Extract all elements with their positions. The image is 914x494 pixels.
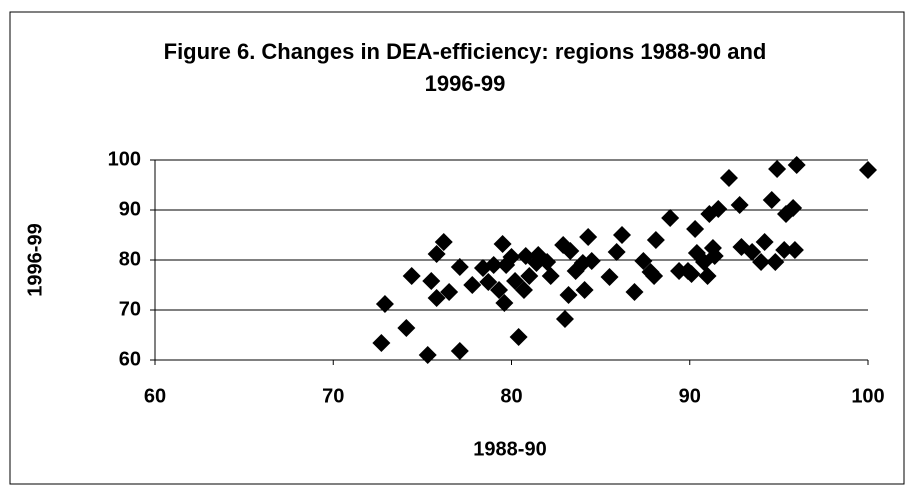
chart-title: Figure 6. Changes in DEA-efficiency: reg…: [163, 39, 767, 96]
scatter-point: [600, 268, 619, 286]
scatter-point: [434, 233, 453, 251]
scatter-point: [463, 276, 482, 294]
x-tick-label: 60: [144, 385, 166, 407]
y-tick-label: 70: [119, 298, 141, 320]
scatter-point: [495, 294, 514, 312]
y-tick-label: 90: [119, 198, 141, 220]
scatter-point: [698, 267, 717, 285]
x-tick-label: 90: [679, 385, 701, 407]
scatter-point: [440, 283, 459, 301]
y-tick-label: 60: [119, 348, 141, 370]
scatter-point: [709, 200, 728, 218]
scatter-point: [579, 228, 598, 246]
scatter-point: [719, 169, 738, 187]
x-tick-label: 70: [322, 385, 344, 407]
y-axis-label: 1996-99: [24, 223, 46, 296]
scatter-point: [538, 253, 557, 271]
scatter-point: [607, 243, 626, 261]
scatter-point: [785, 241, 804, 259]
scatter-point: [493, 235, 512, 253]
x-axis-label: 1988-90: [473, 438, 546, 460]
scatter-point: [450, 258, 469, 276]
scatter-point: [575, 281, 594, 299]
scatter-point: [743, 243, 762, 261]
scatter-point: [397, 319, 416, 337]
scatter-point: [766, 253, 785, 271]
scatter-point: [705, 247, 724, 265]
scatter-point: [427, 245, 446, 263]
x-tick-label: 80: [500, 385, 522, 407]
scatter-point: [479, 273, 498, 291]
scatter-point: [402, 267, 421, 285]
scatter-point: [490, 281, 509, 299]
scatter-point: [784, 199, 803, 217]
scatter-point: [514, 281, 533, 299]
scatter-point: [730, 196, 749, 214]
scatter-point: [859, 161, 877, 179]
scatter-point: [682, 265, 701, 283]
scatter-point: [559, 286, 578, 304]
scatter-point: [375, 295, 394, 313]
scatter-point: [646, 231, 665, 249]
scatter-point: [372, 334, 391, 352]
scatter-point: [561, 242, 580, 260]
scatter-point: [509, 328, 528, 346]
scatter-point: [427, 289, 446, 307]
scatter-point: [768, 160, 787, 178]
scatter-point: [582, 252, 601, 270]
scatter-point: [422, 272, 441, 290]
scatter-point: [755, 233, 774, 251]
y-tick-label: 80: [119, 248, 141, 270]
scatter-point: [502, 248, 521, 266]
scatter-point: [762, 191, 781, 209]
scatter-point: [450, 342, 469, 360]
scatter-point: [661, 209, 680, 227]
scatter-point: [775, 241, 794, 259]
scatter-point: [752, 253, 771, 271]
scatter-point: [613, 226, 632, 244]
scatter-point: [645, 267, 664, 285]
scatter-point: [787, 156, 806, 174]
scatter-point: [497, 256, 516, 274]
scatter-point: [484, 256, 503, 274]
scatter-point: [625, 283, 644, 301]
scatter-point: [520, 267, 539, 285]
x-tick-label: 100: [851, 385, 884, 407]
scatter-point: [686, 220, 705, 238]
scatter-point: [634, 252, 653, 270]
y-tick-label: 100: [108, 148, 141, 170]
scatter-point: [555, 310, 574, 328]
scatter-point: [418, 346, 437, 364]
scatter-point: [541, 267, 560, 285]
